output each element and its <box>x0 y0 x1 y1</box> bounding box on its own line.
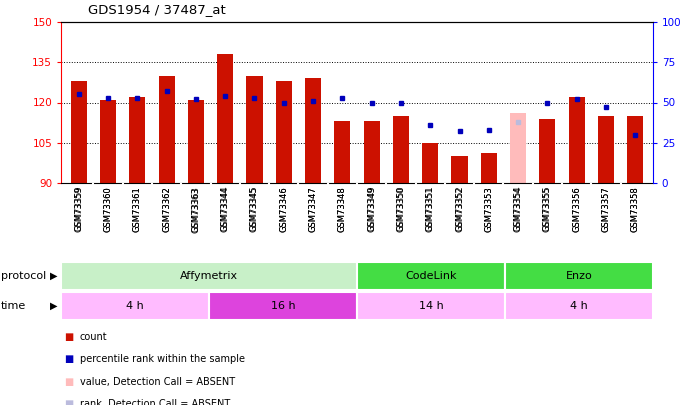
Text: CodeLink: CodeLink <box>405 271 457 281</box>
Text: GSM73358: GSM73358 <box>631 187 640 232</box>
Text: GSM73347: GSM73347 <box>309 187 318 232</box>
Bar <box>452 156 468 183</box>
Bar <box>357 262 505 290</box>
Bar <box>129 97 146 183</box>
Bar <box>393 116 409 183</box>
Text: GSM73356: GSM73356 <box>572 187 581 232</box>
Text: GDS1954 / 37487_at: GDS1954 / 37487_at <box>88 3 226 16</box>
Text: value, Detection Call = ABSENT: value, Detection Call = ABSENT <box>80 377 235 387</box>
Text: GSM73363: GSM73363 <box>192 187 201 232</box>
Bar <box>505 262 653 290</box>
Text: Enzo: Enzo <box>566 271 592 281</box>
Text: count: count <box>80 332 107 342</box>
Bar <box>158 76 175 183</box>
Bar <box>100 100 116 183</box>
Bar <box>505 292 653 320</box>
Text: ▶: ▶ <box>50 301 57 311</box>
Bar <box>61 292 209 320</box>
Bar <box>539 119 556 183</box>
Bar <box>71 81 87 183</box>
Text: ■: ■ <box>65 399 74 405</box>
Text: GSM73351: GSM73351 <box>426 187 435 232</box>
Bar <box>598 116 614 183</box>
Bar <box>481 153 497 183</box>
Bar <box>422 143 439 183</box>
Text: GSM73357: GSM73357 <box>601 187 611 232</box>
Text: ■: ■ <box>65 354 74 364</box>
Text: ■: ■ <box>65 332 74 342</box>
Text: ■: ■ <box>65 377 74 387</box>
Text: 4 h: 4 h <box>126 301 144 311</box>
Text: GSM73345: GSM73345 <box>250 187 259 232</box>
Bar <box>510 113 526 183</box>
Text: GSM73348: GSM73348 <box>338 187 347 232</box>
Text: GSM73353: GSM73353 <box>484 187 493 232</box>
Text: GSM73354: GSM73354 <box>513 187 522 232</box>
Text: rank, Detection Call = ABSENT: rank, Detection Call = ABSENT <box>80 399 230 405</box>
Text: 16 h: 16 h <box>271 301 295 311</box>
Bar <box>627 116 643 183</box>
Bar <box>364 121 379 183</box>
Bar <box>305 78 321 183</box>
Bar <box>217 54 233 183</box>
Bar <box>335 121 350 183</box>
Bar <box>275 81 292 183</box>
Bar <box>568 97 585 183</box>
Text: GSM73344: GSM73344 <box>221 187 230 232</box>
Text: GSM73360: GSM73360 <box>103 187 113 232</box>
Text: protocol: protocol <box>1 271 46 281</box>
Text: Affymetrix: Affymetrix <box>180 271 238 281</box>
Text: GSM73349: GSM73349 <box>367 187 376 232</box>
Text: GSM73362: GSM73362 <box>162 187 171 232</box>
Text: GSM73352: GSM73352 <box>455 187 464 232</box>
Text: 4 h: 4 h <box>570 301 588 311</box>
Bar <box>357 292 505 320</box>
Text: percentile rank within the sample: percentile rank within the sample <box>80 354 245 364</box>
Text: GSM73359: GSM73359 <box>74 187 83 232</box>
Text: GSM73355: GSM73355 <box>543 187 552 232</box>
Text: time: time <box>1 301 26 311</box>
Text: GSM73350: GSM73350 <box>396 187 405 232</box>
Bar <box>61 262 357 290</box>
Bar <box>188 100 204 183</box>
Text: GSM73346: GSM73346 <box>279 187 288 232</box>
Text: 14 h: 14 h <box>419 301 443 311</box>
Bar <box>209 292 357 320</box>
Bar <box>246 76 262 183</box>
Text: GSM73361: GSM73361 <box>133 187 142 232</box>
Text: ▶: ▶ <box>50 271 57 281</box>
